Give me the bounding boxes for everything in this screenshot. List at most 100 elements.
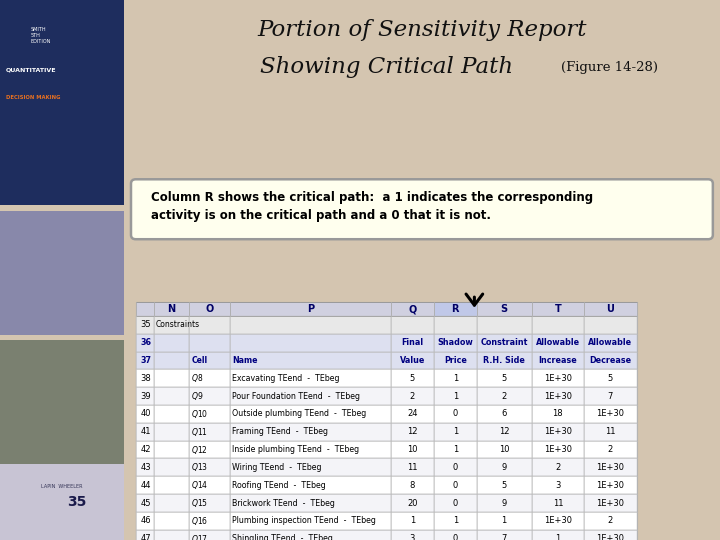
Bar bbox=[584, 387, 636, 405]
Bar bbox=[153, 352, 189, 369]
Bar bbox=[189, 494, 230, 512]
Bar bbox=[153, 458, 189, 476]
Text: $Q$11: $Q$11 bbox=[192, 426, 208, 438]
Bar bbox=[189, 441, 230, 458]
Text: 10: 10 bbox=[499, 445, 510, 454]
Bar bbox=[136, 494, 153, 512]
Text: Framing TEend  -  TEbeg: Framing TEend - TEbeg bbox=[233, 427, 328, 436]
Bar bbox=[584, 512, 636, 530]
Bar bbox=[531, 387, 584, 405]
Text: 1: 1 bbox=[502, 516, 507, 525]
Bar bbox=[434, 302, 477, 316]
Text: 1E+30: 1E+30 bbox=[596, 534, 624, 540]
Bar bbox=[584, 369, 636, 387]
Text: 38: 38 bbox=[140, 374, 151, 383]
Bar bbox=[434, 352, 477, 369]
Bar bbox=[531, 530, 584, 540]
Text: 2: 2 bbox=[608, 516, 613, 525]
Bar bbox=[391, 316, 434, 334]
FancyBboxPatch shape bbox=[131, 179, 713, 239]
Text: Shingling TEend  -  TEbeg: Shingling TEend - TEbeg bbox=[233, 534, 333, 540]
Text: 1: 1 bbox=[453, 392, 458, 401]
Bar bbox=[391, 476, 434, 494]
Text: Allowable: Allowable bbox=[588, 338, 632, 347]
Text: Decrease: Decrease bbox=[589, 356, 631, 365]
Text: 7: 7 bbox=[502, 534, 507, 540]
Bar bbox=[189, 316, 230, 334]
Text: O: O bbox=[206, 304, 214, 314]
Text: 45: 45 bbox=[141, 498, 151, 508]
Bar bbox=[584, 405, 636, 423]
Bar bbox=[189, 405, 230, 423]
Text: 18: 18 bbox=[552, 409, 563, 418]
Text: $Q$10: $Q$10 bbox=[192, 408, 208, 420]
Bar bbox=[391, 441, 434, 458]
Bar bbox=[477, 476, 531, 494]
Bar bbox=[136, 476, 153, 494]
Bar bbox=[391, 423, 434, 441]
Text: 43: 43 bbox=[140, 463, 151, 472]
Text: 3: 3 bbox=[555, 481, 561, 490]
Text: 0: 0 bbox=[453, 534, 458, 540]
Text: Name: Name bbox=[233, 356, 258, 365]
Text: $Q$17: $Q$17 bbox=[192, 532, 208, 540]
Text: 9: 9 bbox=[502, 463, 507, 472]
Bar bbox=[434, 512, 477, 530]
Bar bbox=[531, 405, 584, 423]
Bar bbox=[136, 302, 636, 540]
Text: $Q$12: $Q$12 bbox=[192, 443, 208, 456]
Bar bbox=[153, 405, 189, 423]
Text: 1: 1 bbox=[453, 374, 458, 383]
Text: 1E+30: 1E+30 bbox=[596, 409, 624, 418]
Text: 1: 1 bbox=[453, 445, 458, 454]
Bar bbox=[230, 530, 391, 540]
Text: 7: 7 bbox=[608, 392, 613, 401]
Bar bbox=[584, 458, 636, 476]
Bar bbox=[434, 405, 477, 423]
Text: 1E+30: 1E+30 bbox=[544, 374, 572, 383]
Text: 20: 20 bbox=[407, 498, 418, 508]
Bar bbox=[230, 441, 391, 458]
Text: 1E+30: 1E+30 bbox=[544, 445, 572, 454]
Bar bbox=[531, 423, 584, 441]
Bar bbox=[584, 352, 636, 369]
Bar bbox=[531, 476, 584, 494]
Text: 5: 5 bbox=[502, 481, 507, 490]
Bar bbox=[153, 302, 189, 316]
Bar bbox=[230, 352, 391, 369]
Bar bbox=[0, 211, 124, 335]
Text: 39: 39 bbox=[140, 392, 151, 401]
Bar bbox=[584, 441, 636, 458]
Bar bbox=[153, 369, 189, 387]
Bar bbox=[230, 369, 391, 387]
Text: 24: 24 bbox=[407, 409, 418, 418]
Bar bbox=[434, 441, 477, 458]
Bar bbox=[434, 530, 477, 540]
Text: 1: 1 bbox=[453, 516, 458, 525]
Text: S: S bbox=[500, 304, 508, 314]
Bar bbox=[189, 458, 230, 476]
Text: 12: 12 bbox=[407, 427, 418, 436]
Text: 41: 41 bbox=[141, 427, 151, 436]
Text: 8: 8 bbox=[410, 481, 415, 490]
Text: Showing Critical Path: Showing Critical Path bbox=[260, 57, 513, 78]
Bar bbox=[153, 423, 189, 441]
Bar bbox=[230, 494, 391, 512]
Text: 2: 2 bbox=[502, 392, 507, 401]
Bar bbox=[189, 530, 230, 540]
Text: 9: 9 bbox=[502, 498, 507, 508]
Text: 1: 1 bbox=[410, 516, 415, 525]
Bar bbox=[153, 334, 189, 352]
Bar bbox=[477, 423, 531, 441]
Bar bbox=[434, 334, 477, 352]
Text: T: T bbox=[554, 304, 561, 314]
Bar bbox=[531, 352, 584, 369]
Bar bbox=[391, 352, 434, 369]
Text: R.H. Side: R.H. Side bbox=[483, 356, 525, 365]
Bar bbox=[189, 302, 230, 316]
Bar bbox=[477, 334, 531, 352]
Text: Final: Final bbox=[401, 338, 423, 347]
Text: 12: 12 bbox=[499, 427, 510, 436]
Bar bbox=[584, 494, 636, 512]
Text: 0: 0 bbox=[453, 481, 458, 490]
